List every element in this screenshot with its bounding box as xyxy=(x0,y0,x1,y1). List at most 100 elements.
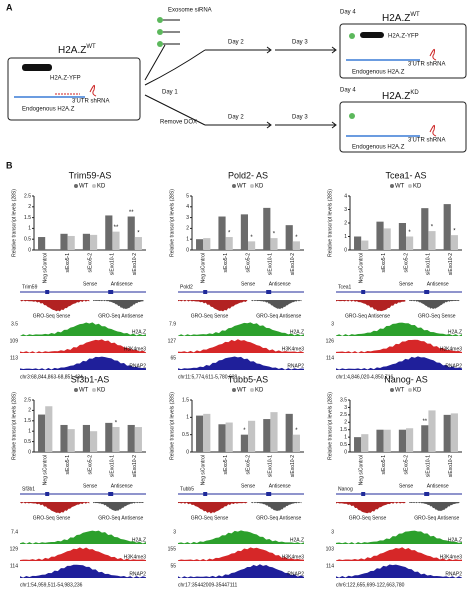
wt-title: H2A.ZWT xyxy=(382,12,420,24)
track-label: H2A.Z xyxy=(448,537,462,543)
y-tick-label: 0 xyxy=(28,449,31,455)
exon xyxy=(45,290,50,294)
x-tick-label: siExo10-2 xyxy=(132,455,138,477)
x-tick-label: siExo5-2 xyxy=(403,455,409,475)
gene-name: Sf3b1 xyxy=(22,486,35,492)
exon xyxy=(266,290,272,294)
chart-title: Pold2- AS xyxy=(228,170,268,180)
signal-track xyxy=(178,339,304,353)
day2: Day 2 xyxy=(228,40,244,46)
exon xyxy=(424,492,430,496)
y-tick-label: 4 xyxy=(186,204,189,210)
x-tick-label: siExo10-1 xyxy=(268,253,274,275)
bar xyxy=(60,424,68,452)
bar xyxy=(38,414,46,452)
track-label: H2A.Z xyxy=(290,329,304,335)
x-tick-label: siExo5-1 xyxy=(65,455,71,475)
cell-title: H2A.ZWT xyxy=(58,44,96,56)
bar xyxy=(450,235,458,250)
signal-track xyxy=(336,547,462,561)
endogenous: Endogenous H2A.Z xyxy=(352,145,405,151)
arrows xyxy=(144,44,206,126)
x-tick-label: siExo5-1 xyxy=(65,253,71,273)
y-tick-label: 1.5 xyxy=(24,215,31,221)
y-tick-label: 2 xyxy=(344,220,347,226)
gro-seq-sense xyxy=(336,300,406,312)
signal-track xyxy=(20,322,146,336)
track-label: H3K4me3 xyxy=(282,346,304,352)
x-tick-label: siExo10-1 xyxy=(110,253,116,275)
x-tick-label: siExo5-1 xyxy=(381,253,387,273)
y-tick-label: 2.5 xyxy=(24,397,31,403)
gro-sense-label: GRO-Seq Antisense xyxy=(345,313,390,319)
y-tick-label: 2 xyxy=(186,226,189,232)
track-scale: 3.5 xyxy=(11,321,18,327)
legend-swatch xyxy=(232,388,236,392)
exon xyxy=(45,492,50,496)
significance: ** xyxy=(114,225,119,231)
signal-track xyxy=(178,547,304,561)
track-label: RNAP2 xyxy=(287,363,304,369)
y-axis-label: Relative transcript levels (28S) xyxy=(327,189,333,257)
gro-antisense-label: GRO-Seq Antisense xyxy=(414,515,459,521)
legend-swatch xyxy=(408,388,412,392)
bar xyxy=(105,422,113,452)
y-tick-label: 1.5 xyxy=(24,418,31,424)
y-tick-label: 1 xyxy=(344,234,347,240)
signal-track xyxy=(336,356,462,370)
track-scale: 3 xyxy=(173,529,176,535)
shrna-label: 3'UTR shRNA xyxy=(408,138,446,144)
y-tick-label: 1 xyxy=(186,237,189,243)
significance: * xyxy=(250,235,253,241)
signal-track xyxy=(336,322,462,336)
y-tick-label: 1.5 xyxy=(340,427,347,433)
chart-title: Sf3b1-AS xyxy=(71,374,110,384)
y-tick-label: 1 xyxy=(344,434,347,440)
track-scale: 155 xyxy=(168,546,177,552)
legend-swatch xyxy=(250,184,254,188)
bar xyxy=(225,237,233,250)
gro-seq-sense xyxy=(20,300,90,312)
gro-sense-label: GRO-Seq Sense xyxy=(33,515,71,521)
coords: chr6:122,655,699-122,663,780 xyxy=(336,582,405,588)
chart-title: Tcea1- AS xyxy=(385,170,426,180)
track-label: RNAP2 xyxy=(129,571,146,577)
x-tick-label: Neg siControl xyxy=(43,455,49,485)
bar xyxy=(196,415,204,452)
bar xyxy=(127,216,135,250)
exon xyxy=(361,290,366,294)
bar xyxy=(225,422,233,452)
track-label: RNAP2 xyxy=(287,571,304,577)
track-scale: 7.9 xyxy=(169,321,176,327)
gro-sense-label: GRO-Seq Sense xyxy=(33,313,71,319)
endogenous: Endogenous H2A.Z xyxy=(352,70,405,76)
timeline-arrows xyxy=(205,46,337,129)
sirna-icons xyxy=(157,17,163,47)
legend-swatch xyxy=(232,184,236,188)
x-tick-label: siExo10-2 xyxy=(132,253,138,275)
bar xyxy=(134,427,142,452)
bar xyxy=(90,234,98,250)
sense-label: Sense xyxy=(83,483,97,489)
gro-seq-antisense xyxy=(409,300,460,310)
legend-swatch xyxy=(92,388,96,392)
y-tick-label: 0 xyxy=(186,247,189,253)
x-tick-label: Neg siControl xyxy=(43,253,49,283)
y-tick-label: 0 xyxy=(186,449,189,455)
significance: * xyxy=(295,428,298,434)
significance: * xyxy=(137,231,140,237)
bar xyxy=(270,412,278,452)
title-sup: WT xyxy=(86,44,96,50)
gro-sense-label: GRO-Seq Sense xyxy=(349,515,387,521)
signal-track xyxy=(178,322,304,336)
track-scale: 129 xyxy=(10,546,19,552)
track-scale: 114 xyxy=(10,563,18,569)
bar xyxy=(354,236,362,250)
y-tick-label: 2 xyxy=(344,420,347,426)
gro-antisense-label: GRO-Seq Antisense xyxy=(256,515,301,521)
significance: ** xyxy=(129,210,134,216)
exon xyxy=(424,290,430,294)
exon xyxy=(108,290,114,294)
track-scale: 127 xyxy=(168,338,177,344)
exon xyxy=(266,492,272,496)
